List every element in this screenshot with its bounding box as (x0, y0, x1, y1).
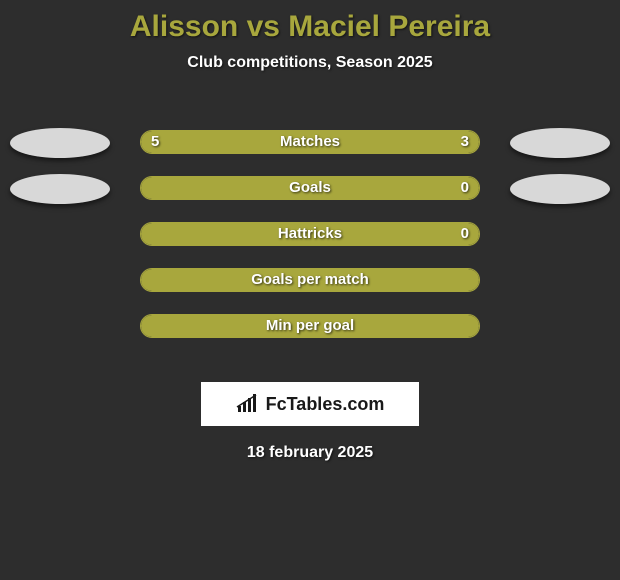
stat-label: Min per goal (141, 315, 479, 337)
stat-row: Matches5 3 (0, 122, 620, 168)
player-left-ellipse (10, 174, 110, 204)
stat-bar-track: Hattricks0 (140, 222, 480, 246)
bar-chart-icon (236, 394, 260, 414)
date-text: 18 february 2025 (0, 444, 620, 462)
stat-label: Goals per match (141, 269, 479, 291)
stat-row: Min per goal (0, 306, 620, 352)
page-title: Alisson vs Maciel Pereira (0, 0, 620, 44)
comparison-infographic: Alisson vs Maciel Pereira Club competiti… (0, 0, 620, 580)
stat-bar-track: Goals0 (140, 176, 480, 200)
stat-bar-track: Goals per match (140, 268, 480, 292)
stat-label: Matches (141, 131, 479, 153)
stat-row: Goals0 (0, 168, 620, 214)
stat-label: Goals (141, 177, 479, 199)
stat-bar-track: Matches5 3 (140, 130, 480, 154)
stat-value-right: 3 (461, 131, 469, 153)
player-left-ellipse (10, 128, 110, 158)
player-right-ellipse (510, 174, 610, 204)
stat-value-left: 5 (151, 131, 159, 153)
stat-row: Goals per match (0, 260, 620, 306)
stat-value-right: 0 (461, 223, 469, 245)
player-right-ellipse (510, 128, 610, 158)
stat-label: Hattricks (141, 223, 479, 245)
logo-text: FcTables.com (266, 394, 385, 415)
stat-row: Hattricks0 (0, 214, 620, 260)
subtitle: Club competitions, Season 2025 (0, 54, 620, 72)
stat-value-right: 0 (461, 177, 469, 199)
stat-rows: Matches53Goals0Hattricks0Goals per match… (0, 122, 620, 352)
stat-bar-track: Min per goal (140, 314, 480, 338)
logo-badge: FcTables.com (201, 382, 419, 426)
